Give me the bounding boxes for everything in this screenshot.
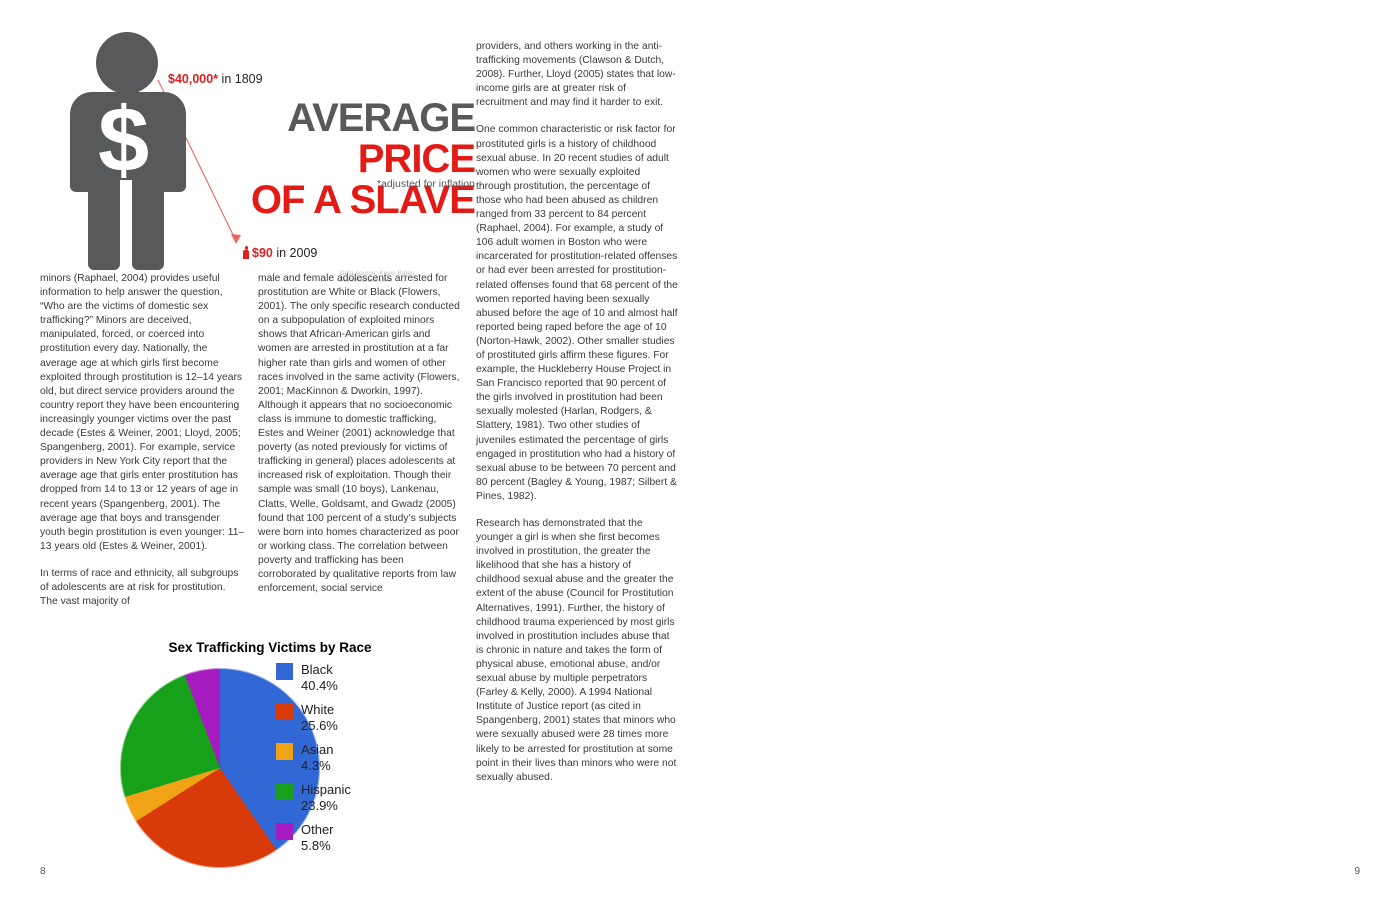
body-column-2: male and female adolescents arrested for…: [258, 272, 463, 609]
chart-title: Sex Trafficking Victims by Race: [168, 640, 372, 655]
headline-price: PRICE: [357, 137, 476, 181]
legend-item: White 25.6%: [276, 702, 446, 733]
legend-swatch-asian: [276, 743, 293, 760]
price-2009-label: $90 in 2009: [243, 246, 317, 260]
legend-swatch-hispanic: [276, 783, 293, 800]
legend-swatch-black: [276, 663, 293, 680]
figure-leg-gap: [120, 180, 132, 272]
price-1809-amount: $40,000*: [168, 72, 219, 86]
legend-label-hispanic: Hispanic 23.9%: [301, 782, 351, 813]
headline-average: AVERAGE: [287, 96, 476, 140]
dollar-sign-icon: $: [98, 89, 150, 191]
average-price-infographic: $ $40,000* in 1809 $90 in 2009 AVERAGE P…: [40, 28, 476, 284]
data-source-caption: Data source: Kevin Bales, Freetheslaves.…: [340, 270, 417, 284]
price-1809-year: in 1809: [218, 72, 263, 86]
page-number-left: 8: [40, 866, 46, 877]
paragraph: male and female adolescents arrested for…: [258, 273, 460, 595]
headline-of-a-slave: OF A SLAVE: [250, 178, 476, 222]
page-title: AVERAGE PRICE OF A SLAVE: [210, 96, 476, 222]
legend-item: Other 5.8%: [276, 822, 446, 853]
legend-swatch-other: [276, 823, 293, 840]
legend-label-white: White 25.6%: [301, 702, 338, 733]
paragraph: Research has demonstrated that the young…: [476, 518, 677, 783]
body-column-1: minors (Raphael, 2004) provides useful i…: [40, 272, 245, 622]
legend-item: Hispanic 23.9%: [276, 782, 446, 813]
price-2009-year: in 2009: [272, 246, 318, 260]
figure-torso: [70, 92, 186, 192]
inflation-footnote: *adjusted for inflation: [376, 178, 475, 190]
figure-leg-right: [132, 182, 164, 270]
body-column-3: providers, and others working in the ant…: [476, 40, 678, 798]
paragraph: In terms of race and ethnicity, all subg…: [40, 567, 239, 608]
left-page: $ $40,000* in 1809 $90 in 2009 AVERAGE P…: [40, 28, 678, 877]
legend-label-black: Black 40.4%: [301, 662, 338, 693]
legend-label-asian: Asian 4.3%: [301, 742, 334, 773]
legend-swatch-white: [276, 703, 293, 720]
paragraph: providers, and others working in the ant…: [476, 41, 676, 109]
mini-person-icon: [243, 246, 249, 259]
slave-figure-icon: $: [68, 32, 188, 272]
legend-item: Black 40.4%: [276, 662, 446, 693]
race-pie-chart: Sex Trafficking Victims by Race Black 40.…: [120, 640, 450, 870]
figure-head: [96, 32, 158, 94]
right-page: 300,000 / Year Underage girls being sold…: [700, 0, 1400, 906]
paragraph: minors (Raphael, 2004) provides useful i…: [40, 273, 245, 552]
price-2009-amount: $90: [252, 246, 273, 260]
chart-legend: Black 40.4% White 25.6% Asian 4.3%: [276, 662, 446, 862]
figure-leg-left: [88, 182, 120, 270]
paragraph: One common characteristic or risk factor…: [476, 124, 678, 502]
legend-item: Asian 4.3%: [276, 742, 446, 773]
page-number-right: 9: [1354, 866, 1360, 877]
legend-label-other: Other 5.8%: [301, 822, 334, 853]
price-1809-label: $40,000* in 1809: [168, 72, 263, 86]
